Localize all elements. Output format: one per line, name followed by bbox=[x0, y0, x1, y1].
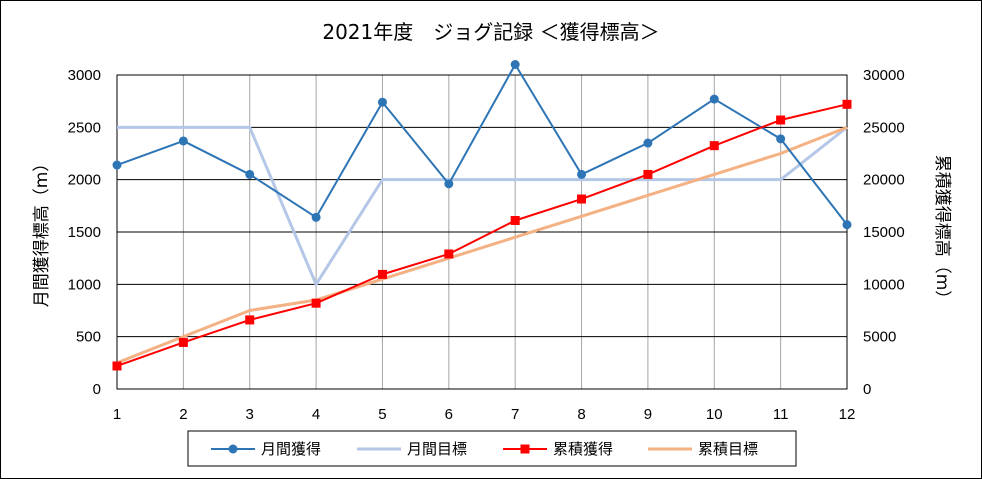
y-tick-label: 2500 bbox=[68, 119, 101, 136]
data-point bbox=[178, 136, 188, 146]
data-point bbox=[709, 141, 719, 151]
data-point bbox=[577, 194, 587, 204]
gridlines bbox=[116, 74, 848, 390]
legend-label: 累積獲得 bbox=[553, 440, 613, 458]
series-layer bbox=[112, 60, 852, 371]
series-1 bbox=[112, 60, 852, 230]
x-tick-label: 3 bbox=[246, 406, 254, 423]
series-3 bbox=[112, 99, 852, 371]
y2-tick-label: 5000 bbox=[863, 329, 896, 346]
x-tick-label: 5 bbox=[378, 406, 386, 423]
y2-tick-label: 15000 bbox=[863, 224, 905, 241]
series-line bbox=[116, 103, 848, 367]
right-axis-ticks: 0 5000 10000 15000 20000 25000 30000 bbox=[863, 67, 905, 398]
data-point bbox=[842, 220, 852, 230]
legend-label: 月間目標 bbox=[407, 440, 467, 458]
series-line bbox=[116, 63, 848, 226]
x-tick-label: 2 bbox=[179, 406, 187, 423]
y-tick-label: 500 bbox=[76, 329, 101, 346]
x-tick-label: 4 bbox=[312, 406, 320, 423]
y-axis-title: 月間獲得標高（m） bbox=[32, 155, 52, 308]
y2-tick-label: 30000 bbox=[863, 67, 905, 84]
data-point bbox=[776, 134, 786, 144]
series-line bbox=[116, 125, 848, 365]
data-point bbox=[444, 249, 454, 259]
x-tick-label: 1 bbox=[113, 406, 121, 423]
x-tick-label: 7 bbox=[511, 406, 519, 423]
y2-tick-label: 20000 bbox=[863, 172, 905, 189]
x-tick-label: 9 bbox=[644, 406, 652, 423]
data-point bbox=[178, 337, 188, 347]
y-tick-label: 1000 bbox=[68, 276, 101, 293]
y2-axis-title: 累積獲得標高（m） bbox=[932, 155, 952, 308]
series-4 bbox=[116, 125, 848, 365]
legend-marker bbox=[228, 444, 238, 454]
y-tick-label: 0 bbox=[93, 381, 101, 398]
data-point bbox=[311, 212, 321, 222]
y-tick-label: 3000 bbox=[68, 67, 101, 84]
legend: 月間獲得 月間目標 累積獲得 累積目標 bbox=[187, 430, 797, 467]
y2-tick-label: 0 bbox=[863, 381, 871, 398]
legend-marker bbox=[520, 444, 530, 454]
series-line bbox=[117, 125, 848, 286]
data-point bbox=[377, 97, 387, 107]
y2-tick-label: 10000 bbox=[863, 276, 905, 293]
series-2 bbox=[117, 125, 848, 286]
y-tick-label: 1500 bbox=[68, 224, 101, 241]
data-point bbox=[377, 269, 387, 279]
data-point bbox=[643, 169, 653, 179]
data-point bbox=[842, 99, 852, 109]
y2-tick-label: 25000 bbox=[863, 119, 905, 136]
data-point bbox=[112, 160, 122, 170]
x-tick-label: 10 bbox=[706, 406, 723, 423]
plot-area bbox=[116, 74, 848, 390]
chart-title: 2021年度 ジョグ記録 ＜獲得標高＞ bbox=[322, 20, 659, 44]
data-point bbox=[245, 315, 255, 325]
data-point bbox=[643, 138, 653, 148]
data-point bbox=[510, 60, 520, 70]
legend-label: 累積目標 bbox=[698, 440, 758, 458]
x-tick-label: 6 bbox=[445, 406, 453, 423]
data-point bbox=[112, 361, 122, 371]
data-point bbox=[776, 115, 786, 125]
left-axis-ticks: 0 500 1000 1500 2000 2500 3000 bbox=[68, 67, 101, 398]
legend-box bbox=[187, 430, 797, 467]
data-point bbox=[311, 298, 321, 308]
data-point bbox=[245, 169, 255, 179]
data-point bbox=[577, 169, 587, 179]
x-tick-label: 12 bbox=[839, 406, 856, 423]
x-tick-label: 11 bbox=[773, 406, 789, 423]
y-tick-label: 2000 bbox=[68, 172, 101, 189]
legend-label: 月間獲得 bbox=[261, 440, 321, 458]
data-point bbox=[709, 94, 719, 104]
x-axis-ticks: 1 2 3 4 5 6 7 8 9 10 11 12 bbox=[113, 406, 856, 423]
data-point bbox=[444, 179, 454, 189]
x-tick-label: 8 bbox=[577, 406, 585, 423]
data-point bbox=[510, 215, 520, 225]
